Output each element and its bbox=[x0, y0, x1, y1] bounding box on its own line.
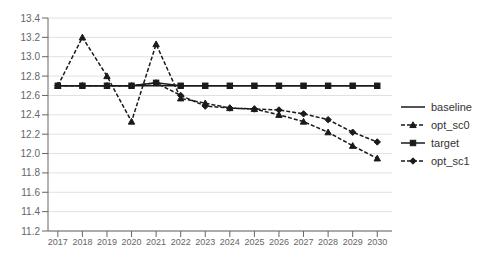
svg-text:13.0: 13.0 bbox=[21, 51, 41, 62]
svg-text:12.8: 12.8 bbox=[21, 71, 41, 82]
svg-text:2026: 2026 bbox=[269, 237, 289, 247]
svg-text:2029: 2029 bbox=[343, 237, 363, 247]
svg-text:2030: 2030 bbox=[367, 237, 387, 247]
svg-text:2023: 2023 bbox=[195, 237, 215, 247]
svg-text:2021: 2021 bbox=[146, 237, 166, 247]
svg-text:2024: 2024 bbox=[220, 237, 240, 247]
svg-text:11.8: 11.8 bbox=[21, 167, 40, 178]
svg-text:2020: 2020 bbox=[122, 237, 142, 247]
svg-text:13.4: 13.4 bbox=[21, 13, 41, 24]
svg-text:2018: 2018 bbox=[72, 237, 92, 247]
svg-text:12.4: 12.4 bbox=[21, 109, 41, 120]
svg-text:2022: 2022 bbox=[171, 237, 191, 247]
svg-text:2025: 2025 bbox=[244, 237, 264, 247]
svg-text:2017: 2017 bbox=[48, 237, 68, 247]
svg-text:12.2: 12.2 bbox=[21, 129, 41, 140]
svg-text:12.0: 12.0 bbox=[21, 148, 41, 159]
svg-text:2019: 2019 bbox=[97, 237, 117, 247]
svg-text:2027: 2027 bbox=[294, 237, 314, 247]
html-text:baseline: baseline bbox=[431, 101, 472, 113]
html-text:opt_sc0: opt_sc0 bbox=[431, 119, 470, 131]
svg-text:13.2: 13.2 bbox=[21, 32, 41, 43]
svg-text:2028: 2028 bbox=[318, 237, 338, 247]
html-text:target: target bbox=[431, 137, 460, 149]
html-text:opt_sc1: opt_sc1 bbox=[431, 155, 470, 167]
svg-text:11.2: 11.2 bbox=[21, 226, 40, 237]
svg-text:11.4: 11.4 bbox=[21, 206, 40, 217]
svg-text:11.6: 11.6 bbox=[21, 187, 40, 198]
svg-text:12.6: 12.6 bbox=[21, 90, 41, 101]
